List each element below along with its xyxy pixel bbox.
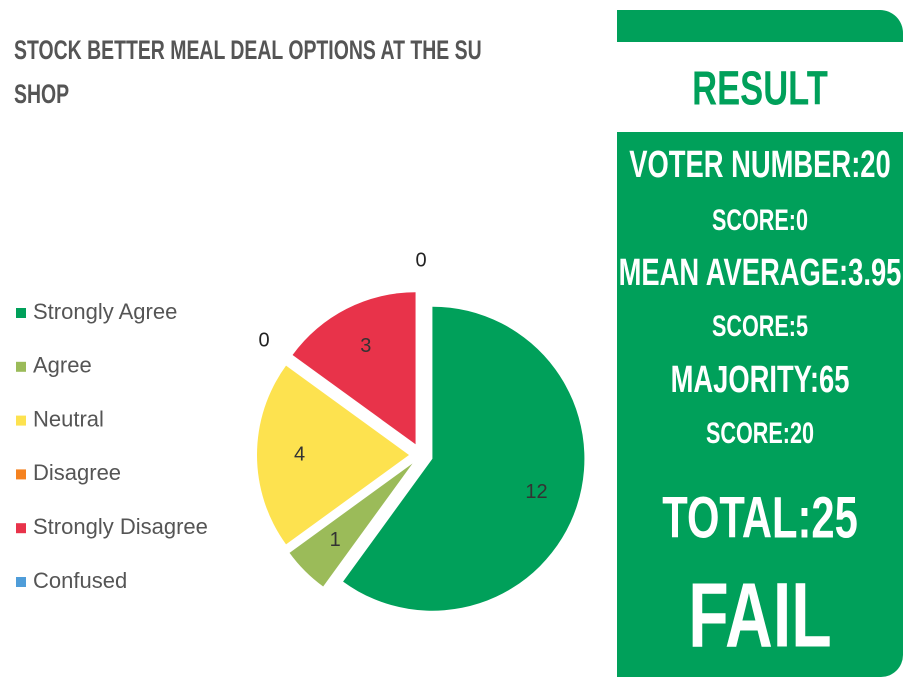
legend-swatch	[16, 523, 26, 534]
result-line: SCORE:20	[706, 415, 814, 449]
result-line: SCORE:5	[712, 308, 808, 342]
legend-swatch	[16, 469, 26, 480]
legend-swatch	[16, 415, 26, 426]
result-line: MAJORITY:65	[671, 359, 850, 401]
result-line: SCORE:0	[712, 202, 808, 236]
legend-swatch	[16, 308, 26, 318]
value-label: 4	[294, 443, 305, 465]
pie-slice	[256, 365, 409, 545]
legend-swatch	[16, 577, 26, 587]
panel-top-bar	[617, 10, 903, 42]
legend-label: Disagree	[33, 460, 121, 485]
value-label: 3	[360, 335, 371, 357]
legend-label: Strongly Disagree	[33, 514, 208, 539]
result-line: VOTER NUMBER:20	[629, 144, 890, 186]
legend-swatch	[16, 361, 26, 372]
legend-label: Neutral	[33, 406, 104, 431]
pie-slice	[343, 306, 585, 611]
value-label: 0	[415, 249, 426, 271]
legend-label: Agree	[33, 353, 92, 378]
result-verdict: FAIL	[688, 563, 832, 666]
value-label: 1	[330, 529, 341, 551]
value-label: 12	[525, 481, 547, 503]
result-total: TOTAL:25	[662, 485, 858, 550]
chart-title: STOCK BETTER MEAL DEAL OPTIONS AT THE SU…	[14, 35, 482, 109]
pie-slice	[289, 463, 413, 587]
legend-label: Strongly Agree	[33, 299, 177, 324]
value-label: 0	[258, 329, 269, 351]
result-panel	[617, 132, 903, 677]
pie-slice	[292, 292, 416, 445]
panel-heading: RESULT	[692, 61, 828, 115]
result-line: MEAN AVERAGE:3.95	[619, 252, 902, 294]
legend-label: Confused	[33, 568, 127, 593]
